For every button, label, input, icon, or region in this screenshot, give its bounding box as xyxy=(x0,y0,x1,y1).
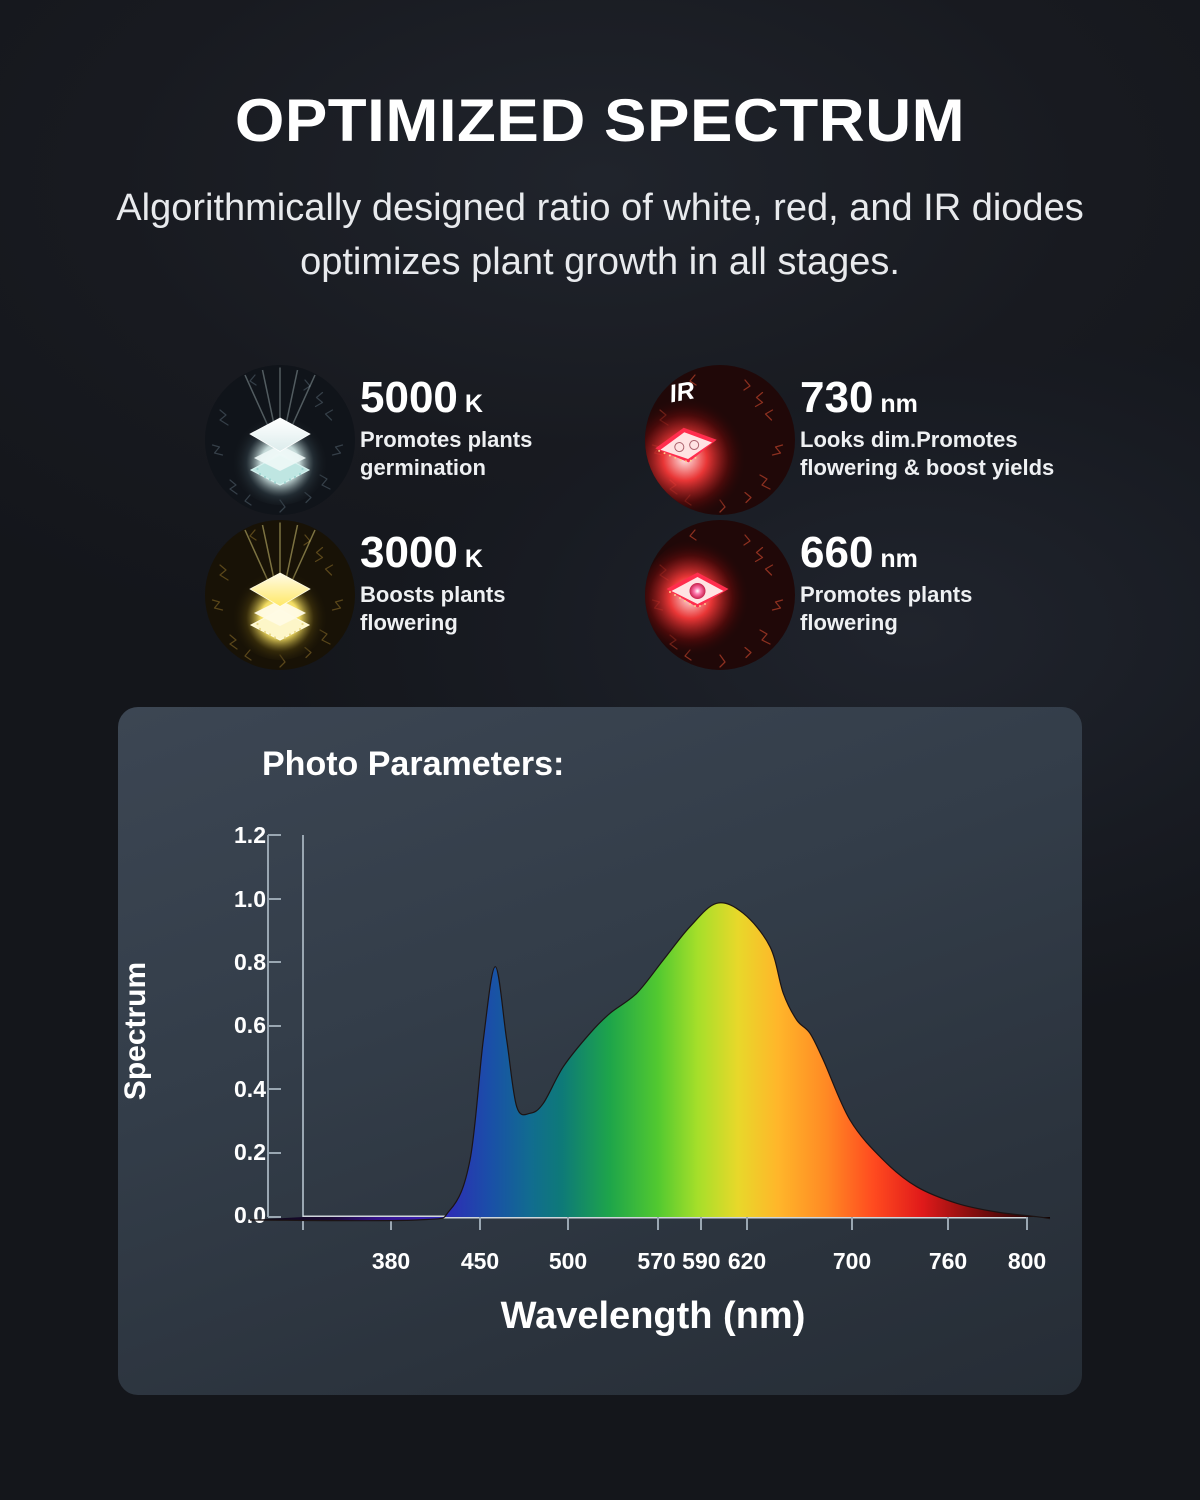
svg-text:620: 620 xyxy=(728,1248,766,1274)
svg-text:500: 500 xyxy=(549,1248,587,1274)
svg-text:0.4: 0.4 xyxy=(234,1076,266,1102)
svg-text:700: 700 xyxy=(833,1248,871,1274)
svg-text:0.6: 0.6 xyxy=(234,1012,266,1038)
svg-text:0.0: 0.0 xyxy=(234,1202,266,1228)
svg-text:380: 380 xyxy=(372,1248,410,1274)
svg-text:0.2: 0.2 xyxy=(234,1139,266,1165)
svg-text:1.2: 1.2 xyxy=(234,822,266,848)
svg-text:0.8: 0.8 xyxy=(234,949,266,975)
svg-text:1.0: 1.0 xyxy=(234,886,266,912)
svg-text:800: 800 xyxy=(1008,1248,1046,1274)
svg-text:760: 760 xyxy=(929,1248,967,1274)
svg-text:450: 450 xyxy=(461,1248,499,1274)
svg-text:570 590: 570 590 xyxy=(637,1248,720,1274)
svg-text:IR: IR xyxy=(667,376,696,408)
